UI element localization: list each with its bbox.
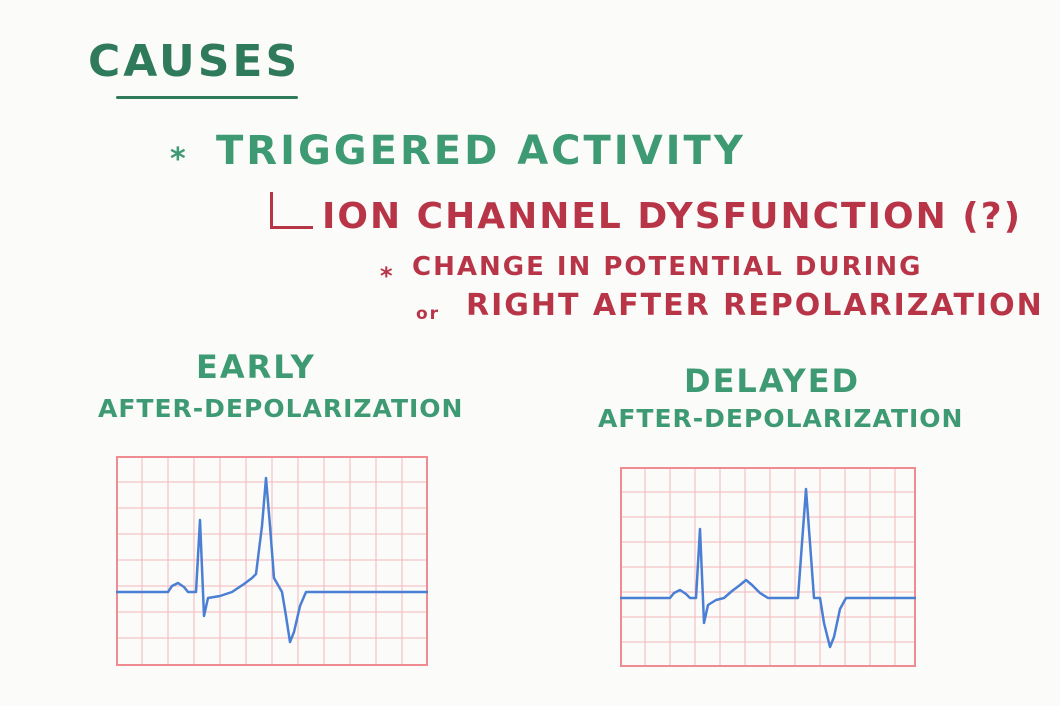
ecg-grid <box>620 467 916 667</box>
ecg-frame <box>116 456 428 666</box>
early-subtitle: After-Depolarization <box>98 394 464 423</box>
bullet-triggered-activity: Triggered Activity <box>216 128 746 174</box>
ecg-trace <box>116 476 428 644</box>
page-title: Causes <box>88 36 301 87</box>
asterisk-icon: * <box>380 262 395 290</box>
delayed-ecg-strip <box>620 467 916 667</box>
note-line-2-prefix: or <box>416 304 441 324</box>
delayed-subtitle: After-Depolarization <box>598 404 964 433</box>
delayed-title: Delayed <box>684 362 861 400</box>
ecg-grid <box>116 456 428 666</box>
l-bracket-icon <box>270 192 313 229</box>
ecg-trace <box>620 487 916 649</box>
ecg-frame <box>620 467 916 667</box>
early-ecg-strip <box>116 456 428 666</box>
early-title: Early <box>196 348 316 386</box>
note-line-1: Change in Potential During <box>412 252 923 282</box>
note-line-2: Right After Repolarization <box>466 288 1044 323</box>
title-underline <box>116 96 298 99</box>
sub-item-ion-channel: Ion Channel Dysfunction (?) <box>322 196 1023 237</box>
asterisk-icon: * <box>170 142 188 177</box>
